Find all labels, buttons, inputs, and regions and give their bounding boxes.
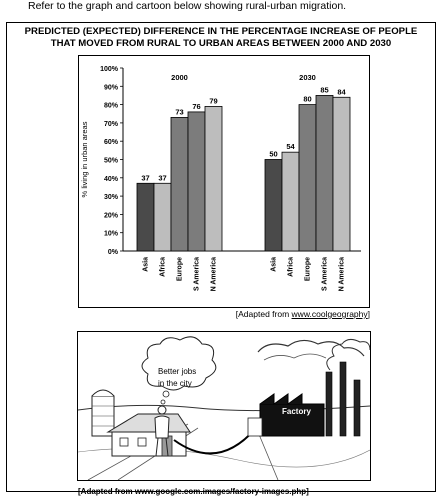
- smoke-cloud-inner: [263, 353, 327, 361]
- group-label: 2030: [299, 73, 316, 82]
- category-label: Africa: [288, 257, 295, 277]
- bar-chart: 0% 10% 20% 30% 40% 50% 60% 70% 80% 90% 100% % livin…: [78, 55, 370, 308]
- bubble-line1: Better jobs: [158, 367, 196, 376]
- person-icon: [154, 405, 170, 457]
- bar-chart-svg: 0% 10% 20% 30% 40% 50% 60% 70% 80% 90% 100% % livin…: [80, 66, 361, 291]
- chart-title-line1: PREDICTED (EXPECTED) DIFFERENCE IN THE P…: [24, 26, 418, 37]
- smoke-left: [326, 338, 370, 371]
- y-tick-label: 80%: [104, 103, 119, 110]
- category-label: Europe: [305, 257, 312, 281]
- chart-title-line2: THAT MOVED FROM RURAL TO URBAN AREAS BET…: [50, 38, 392, 49]
- bar: [315, 95, 334, 252]
- category-label: S America: [322, 257, 329, 291]
- y-tick-label: 70%: [104, 121, 119, 128]
- y-tick-label: 20%: [104, 212, 119, 219]
- y-tick-label: 50%: [104, 158, 119, 165]
- bar-value-label: 80: [303, 95, 311, 104]
- bar-value-label: 85: [320, 85, 328, 94]
- bar: [153, 182, 172, 252]
- y-tick-label: 40%: [104, 176, 119, 183]
- bar-value-label: 54: [286, 142, 295, 151]
- bar: [204, 106, 223, 252]
- bar: [264, 159, 283, 252]
- y-axis-label: % living in urban areas: [80, 121, 89, 197]
- category-label: Asia: [143, 257, 150, 272]
- intro-text: Refer to the graph and cartoon below sho…: [28, 0, 347, 12]
- bar-value-label: 37: [141, 173, 149, 182]
- factory-icon: Factory: [247, 361, 361, 437]
- factory-label: Factory: [282, 407, 311, 416]
- bar: [332, 96, 351, 252]
- farmhouse-icon: [106, 413, 191, 457]
- silo-icon: [91, 389, 115, 437]
- bubble-line2: in the city: [158, 379, 192, 388]
- source-note: [Adapted from www.coolgeography]: [200, 309, 370, 319]
- category-label: Asia: [271, 257, 278, 272]
- chart-title: PREDICTED (EXPECTED) DIFFERENCE IN THE P…: [6, 26, 436, 50]
- bar-value-label: 79: [209, 96, 217, 105]
- y-tick-label: 100%: [100, 66, 119, 73]
- thought-bubble: Better jobs in the city: [141, 336, 217, 405]
- category-label: N America: [211, 257, 218, 291]
- smoke-cloud: [257, 339, 365, 357]
- bar-value-label: 73: [175, 107, 183, 116]
- source-link[interactable]: www.coolgeography: [291, 309, 368, 319]
- bar-value-label: 76: [192, 102, 200, 111]
- y-tick-label: 90%: [104, 84, 119, 91]
- bar: [136, 182, 155, 252]
- bar-value-label: 50: [269, 150, 277, 159]
- bar: [187, 111, 206, 252]
- bar: [170, 117, 189, 252]
- source-prefix: [Adapted from: [235, 309, 292, 319]
- migration-cartoon: Better jobs in the city Factory: [77, 331, 371, 481]
- group-label: 2000: [171, 73, 188, 82]
- source-suffix: ]: [367, 309, 370, 319]
- y-tick-label: 60%: [104, 139, 119, 146]
- y-tick-label: 0%: [108, 249, 119, 256]
- category-label: Europe: [177, 257, 184, 281]
- bar-value-label: 37: [158, 173, 166, 182]
- category-label: Africa: [160, 257, 167, 277]
- bar: [298, 104, 317, 252]
- cartoon-caption: [Adapted from www.google.com.images/fact…: [78, 487, 309, 496]
- category-label: S America: [194, 257, 201, 291]
- y-tick-label: 10%: [104, 231, 119, 238]
- figure-frame: [6, 22, 436, 492]
- bar-value-label: 84: [337, 87, 346, 96]
- bar: [281, 151, 300, 252]
- category-label: N America: [339, 257, 346, 291]
- cartoon-illustration: Better jobs in the city Factory: [78, 336, 370, 480]
- y-tick-label: 30%: [104, 194, 119, 201]
